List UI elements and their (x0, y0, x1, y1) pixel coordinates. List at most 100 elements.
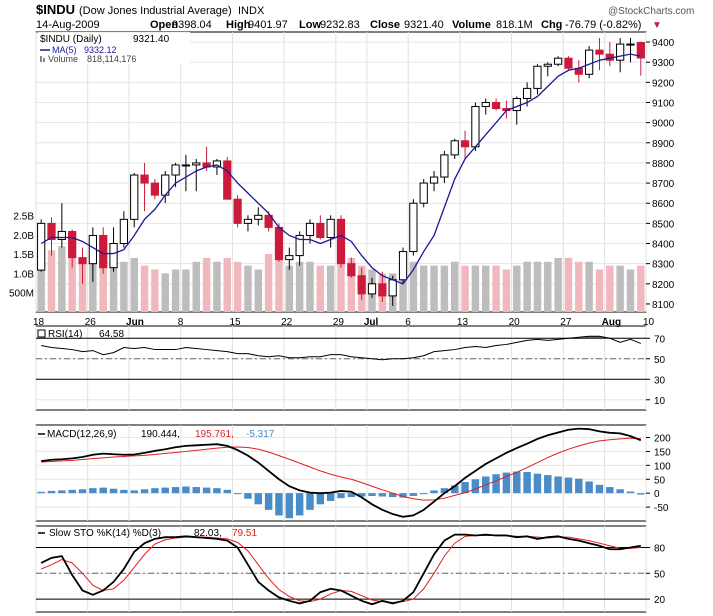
macd-histogram-bar (451, 485, 459, 494)
macd-histogram-bar (58, 490, 66, 494)
volume-bar (337, 261, 345, 312)
price-tick-label: 8200 (652, 280, 675, 291)
price-tick-label: 9300 (652, 58, 675, 69)
volume-bar (151, 269, 159, 312)
macd-histogram-bar (430, 490, 438, 494)
candle-body (140, 174, 149, 184)
macd-histogram-bar (440, 488, 449, 494)
sto-tick-label: 80 (654, 544, 666, 555)
candle-body (367, 283, 377, 295)
rsi-panel: 70 50 30 10 (36, 334, 666, 407)
macd-tick-label: 150 (654, 447, 671, 458)
macd-histogram-bar (554, 476, 562, 494)
macd-histogram-bar (140, 489, 149, 494)
macd-histogram-bar (502, 472, 511, 494)
price-tick-label: 8700 (652, 179, 675, 190)
volume-bar (554, 257, 562, 312)
volume-bar (254, 269, 263, 312)
volume-bar (109, 254, 118, 312)
price-tick-label: 8600 (652, 199, 675, 210)
date-tick-label: 18 (33, 317, 45, 328)
candle-body (554, 57, 563, 65)
macd-histogram-bar (47, 490, 56, 494)
macd-histogram-bar (595, 484, 604, 494)
macd-histogram-bar (68, 489, 76, 494)
macd-histogram-bar (202, 487, 211, 494)
candle-body (181, 164, 191, 167)
macd-histogram-bar (192, 487, 200, 494)
rsi-tick-label: 70 (654, 334, 666, 345)
rsi-line (41, 335, 642, 361)
stat-value: 9321.40 (404, 19, 444, 31)
sto-k-value: 82.03, (194, 528, 222, 539)
legend-price-value: 9321.40 (133, 34, 170, 45)
candle-body (409, 202, 418, 253)
price-tick-label: 9200 (652, 78, 675, 89)
candle-body (285, 255, 294, 261)
candle-body (533, 65, 542, 89)
price-tick-label: 9400 (652, 38, 675, 49)
price-tick-label: 8900 (652, 139, 675, 150)
date-axis: 18 26 Jun 8 15 22 29 Jul 6 13 20 27 Aug 10 (33, 317, 655, 328)
sto-tick-label: 50 (654, 569, 666, 580)
sto-tick-label: 20 (654, 595, 666, 606)
volume-bar (275, 257, 283, 312)
date: 14-Aug-2009 (36, 19, 100, 31)
macd-histogram-bar (513, 471, 521, 494)
macd-line (41, 427, 642, 518)
candle-body (264, 214, 273, 228)
candle-body (564, 57, 573, 69)
volume-tick-label: 2.0B (13, 231, 34, 242)
stat-label: High (226, 19, 251, 31)
volume-bar (130, 257, 138, 312)
candle-body (243, 218, 253, 224)
date-tick-label: Jul (364, 317, 379, 328)
candle-body (429, 176, 439, 184)
macd-histogram-bar (223, 489, 231, 494)
volume-bar (502, 269, 511, 312)
date-tick-label: 26 (85, 317, 97, 328)
macd-histogram-bar (306, 493, 314, 510)
macd-histogram-bar (244, 493, 252, 499)
candle-body (440, 154, 449, 178)
volume-bar (78, 261, 87, 312)
volume-bar (120, 261, 128, 312)
volume-bar (409, 261, 418, 312)
volume-axis: 2.5B 2.0B 1.5B 1.0B 500M (9, 211, 34, 299)
volume-bar (523, 261, 531, 312)
macd-histogram-bar (637, 493, 645, 495)
volume-bar (326, 265, 335, 312)
macd-histogram-bar (409, 493, 418, 496)
macd-histogram-bar (399, 493, 407, 498)
volume-bar (140, 265, 149, 312)
rsi-tick-label: 50 (654, 355, 666, 366)
candle-body (274, 226, 284, 261)
volume-bar (244, 265, 252, 312)
stat-value: 9398.04 (172, 19, 212, 31)
candle-body (616, 43, 625, 61)
date-tick-label: 15 (229, 317, 241, 328)
candle-body (37, 222, 46, 271)
candle-body (636, 41, 645, 59)
stat-label: Chg (541, 19, 562, 31)
price-tick-label: 8500 (652, 219, 675, 230)
macd-histogram-bar (109, 488, 118, 494)
volume-bar (585, 261, 593, 312)
volume-bar (68, 254, 76, 312)
macd-histogram-bar (285, 493, 294, 519)
macd-histogram-bar (254, 493, 263, 505)
macd-histogram-bar (523, 472, 531, 494)
volume-bar (37, 269, 45, 312)
candle-body (223, 160, 232, 200)
price-legend: $INDU (Daily) 9321.40 MA(5) 9332.12 Volu… (38, 32, 190, 64)
candle-body (471, 106, 480, 148)
full-name: (Dow Jones Industrial Average) (79, 5, 232, 17)
candle-body (295, 234, 304, 257)
macd-histogram-bar (564, 477, 573, 494)
volume-bar (544, 261, 552, 312)
volume-bar (626, 269, 635, 312)
volume-bar (482, 265, 490, 312)
candle-body (491, 102, 501, 110)
candle-body (254, 214, 263, 220)
